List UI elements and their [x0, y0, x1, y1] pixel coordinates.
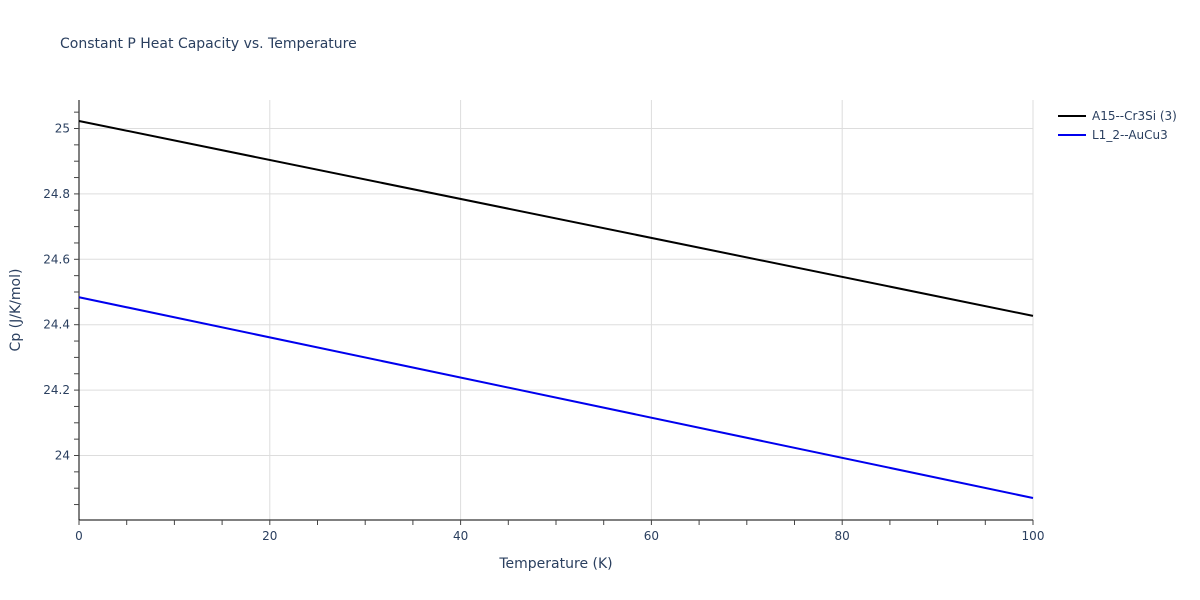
x-axis-title: Temperature (K) [498, 556, 612, 572]
legend-label: L1_2--AuCu3 [1092, 127, 1168, 142]
y-tick-label: 24.8 [43, 187, 70, 201]
legend-swatch-icon [1058, 133, 1086, 136]
y-axis-title: Cp (J/K/mol) [8, 269, 24, 352]
x-tick-label: 40 [453, 529, 468, 543]
x-tick-label: 80 [835, 529, 850, 543]
legend: A15--Cr3Si (3) L1_2--AuCu3 [1058, 106, 1177, 144]
y-tick-label: 25 [55, 122, 70, 136]
series-line-0 [78, 119, 1034, 317]
y-tick-label: 24.6 [43, 252, 70, 266]
gridlines [79, 100, 1034, 520]
series-line-1 [78, 296, 1034, 499]
series-lines [78, 119, 1034, 499]
legend-item[interactable]: A15--Cr3Si (3) [1058, 106, 1177, 125]
x-tick-label: 60 [644, 529, 659, 543]
chart-title: Constant P Heat Capacity vs. Temperature [60, 36, 357, 52]
legend-item[interactable]: L1_2--AuCu3 [1058, 125, 1177, 144]
axes [78, 100, 1033, 521]
y-tick-label: 24 [55, 449, 70, 463]
legend-label: A15--Cr3Si (3) [1092, 108, 1177, 123]
x-tick-label: 100 [1022, 529, 1045, 543]
x-tick-label: 0 [75, 529, 83, 543]
x-tick-label: 20 [262, 529, 277, 543]
y-tick-label: 24.4 [43, 318, 70, 332]
y-tick-label: 24.2 [43, 383, 70, 397]
legend-swatch-icon [1058, 114, 1086, 117]
